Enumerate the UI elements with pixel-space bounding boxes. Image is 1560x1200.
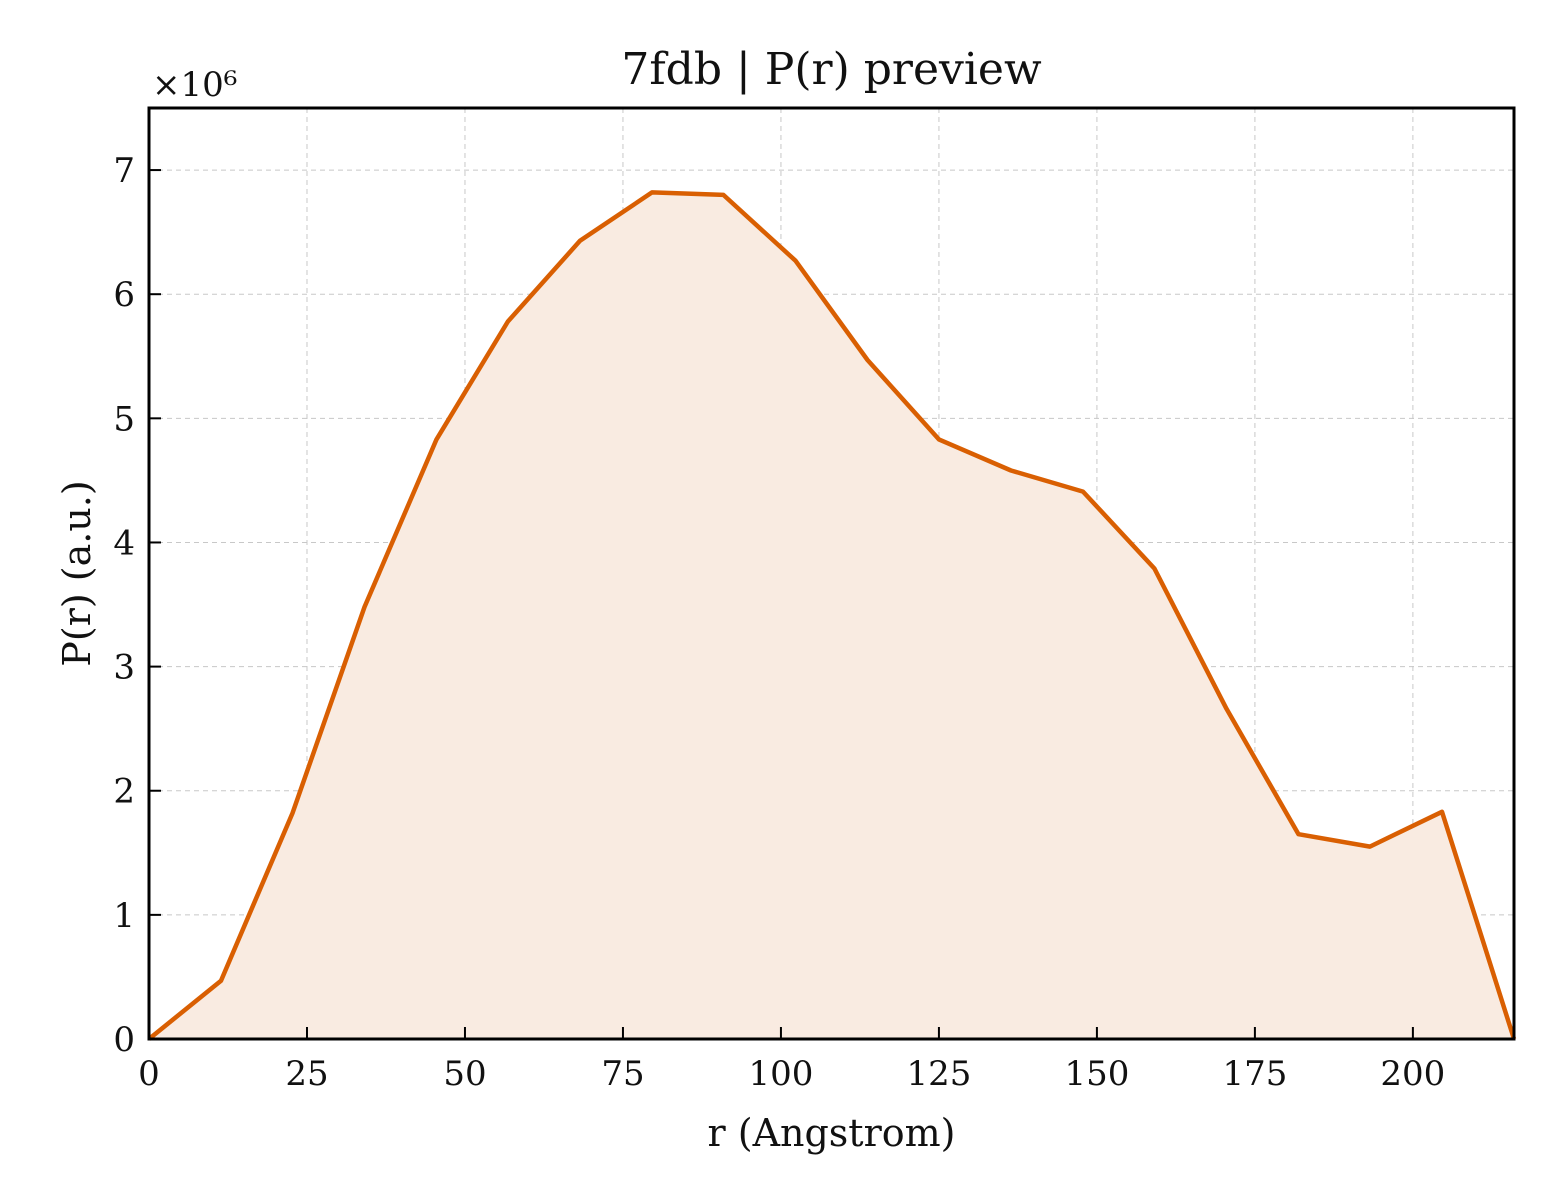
y-tick-label: 7 [113,151,135,191]
plot-frame [147,106,1516,1041]
y-tick-label: 4 [113,523,135,563]
pr-series-line [147,190,1517,1041]
x-tick-label: 0 [138,1054,160,1094]
y-tick-label: 1 [113,896,135,936]
y-tick-label: 3 [113,648,135,688]
x-tick-label: 200 [1380,1054,1445,1094]
x-tick-label: 50 [443,1054,486,1094]
y-tick-label: 0 [113,1020,135,1060]
x-tick-label: 150 [1064,1054,1129,1094]
y-axis-label: P(r) (a.u.) [55,480,99,666]
x-tick-label: 175 [1222,1054,1287,1094]
x-tick-label: 25 [285,1054,328,1094]
y-axis-multiplier: ×10⁶ [152,65,237,105]
x-axis-label: r (Angstrom) [708,1111,956,1155]
y-tick-label: 2 [113,772,135,812]
x-tick-label: 75 [601,1054,644,1094]
y-tick-label: 6 [113,275,135,315]
x-tick-label: 125 [906,1054,971,1094]
axis-ticks: 0 25 50 75 100 125 150 175 200 0 1 2 3 4 5 6 7 [113,151,1445,1094]
x-tick-label: 100 [748,1054,813,1094]
pr-area-fill [149,192,1514,1039]
chart-title: 7fdb | P(r) preview [621,44,1042,95]
y-tick-label: 5 [113,399,135,439]
